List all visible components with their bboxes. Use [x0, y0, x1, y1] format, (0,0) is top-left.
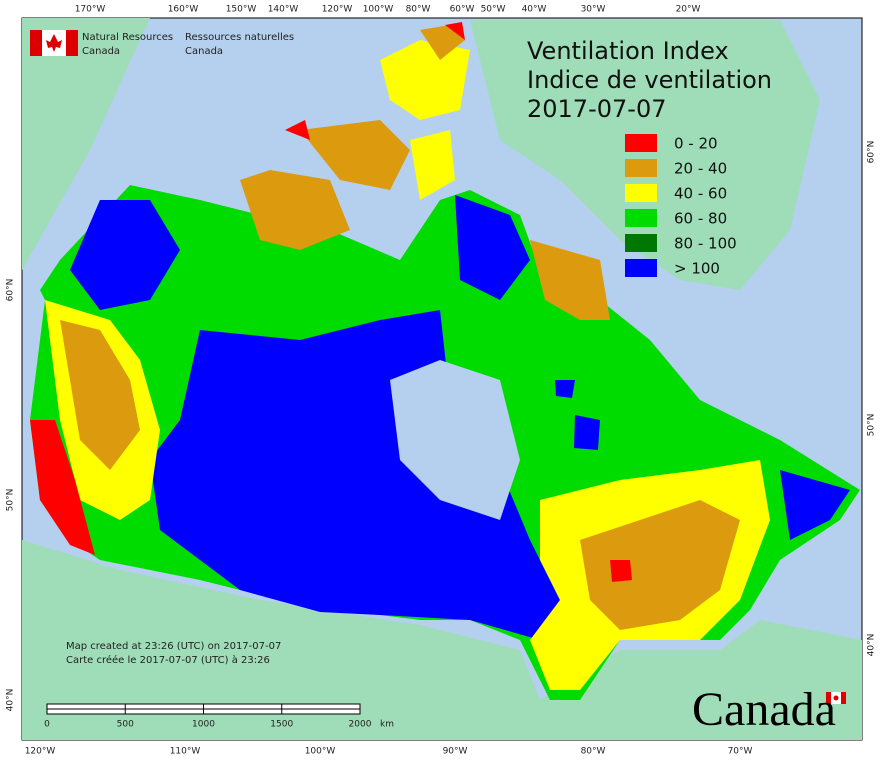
scale-label: 500 — [117, 720, 134, 730]
top-longitude: 100°W — [363, 5, 394, 15]
left-latitude: 50°N — [6, 489, 16, 512]
legend-swatch — [625, 184, 657, 202]
legend-swatch — [625, 209, 657, 227]
top-longitude: 140°W — [268, 5, 299, 15]
legend-label: 20 - 40 — [674, 160, 727, 178]
wordmark-flag — [833, 695, 839, 701]
wordmark-flag — [841, 692, 846, 704]
legend-label: > 100 — [674, 260, 720, 278]
land-other — [22, 18, 862, 740]
top-longitude: 60°W — [450, 5, 475, 15]
agency-en: Canada — [82, 46, 120, 57]
top-longitude: 160°W — [168, 5, 199, 15]
title: Ventilation Index — [527, 37, 729, 65]
legend-swatch — [625, 159, 657, 177]
top-longitude: 20°W — [676, 5, 701, 15]
top-longitude: 30°W — [581, 5, 606, 15]
title: Indice de ventilation — [527, 66, 772, 94]
agency-fr: Canada — [185, 46, 223, 57]
scale-label: 2000 — [349, 720, 372, 730]
flag-band — [30, 30, 42, 56]
right-latitude: 60°N — [867, 141, 877, 164]
bottom-longitude: 80°W — [581, 747, 606, 757]
top-longitude: 150°W — [226, 5, 257, 15]
legend-swatch — [625, 234, 657, 252]
top-longitude: 120°W — [322, 5, 353, 15]
legend-label: 60 - 80 — [674, 210, 727, 228]
bottom-longitude: 120°W — [25, 747, 56, 757]
scale-label: 1500 — [270, 720, 293, 730]
legend-swatch — [625, 259, 657, 277]
flag-leaf — [46, 34, 62, 52]
hudson-bay — [390, 360, 520, 520]
agency-fr: Ressources naturelles — [185, 32, 294, 43]
bottom-longitude: 70°W — [728, 747, 753, 757]
right-latitude: 40°N — [867, 634, 877, 657]
legend-swatch — [625, 134, 657, 152]
bottom-longitude: 90°W — [443, 747, 468, 757]
legend-label: 80 - 100 — [674, 235, 737, 253]
top-longitude: 170°W — [75, 5, 106, 15]
top-longitude: 40°W — [522, 5, 547, 15]
scale-unit: km — [380, 720, 394, 730]
wordmark-flag — [826, 692, 831, 704]
top-longitude: 80°W — [406, 5, 431, 15]
credit: Carte créée le 2017-07-07 (UTC) à 23:26 — [66, 654, 270, 666]
scale-label: 0 — [44, 720, 50, 730]
bottom-longitude: 100°W — [305, 747, 336, 757]
credit: Map created at 23:26 (UTC) on 2017-07-07 — [66, 641, 281, 652]
bottom-longitude: 110°W — [170, 747, 201, 757]
top-longitude: 50°W — [481, 5, 506, 15]
legend-label: 40 - 60 — [674, 185, 727, 203]
wordmark: Canada — [692, 683, 836, 736]
left-latitude: 40°N — [6, 689, 16, 712]
flag-band — [66, 30, 78, 56]
agency-en: Natural Resources — [82, 32, 173, 43]
canada — [30, 185, 860, 700]
right-latitude: 50°N — [867, 414, 877, 437]
arctic-islands — [240, 22, 470, 250]
left-latitude: 60°N — [6, 279, 16, 302]
legend-label: 0 - 20 — [674, 135, 718, 153]
title: 2017-07-07 — [527, 95, 666, 123]
scale-label: 1000 — [192, 720, 215, 730]
